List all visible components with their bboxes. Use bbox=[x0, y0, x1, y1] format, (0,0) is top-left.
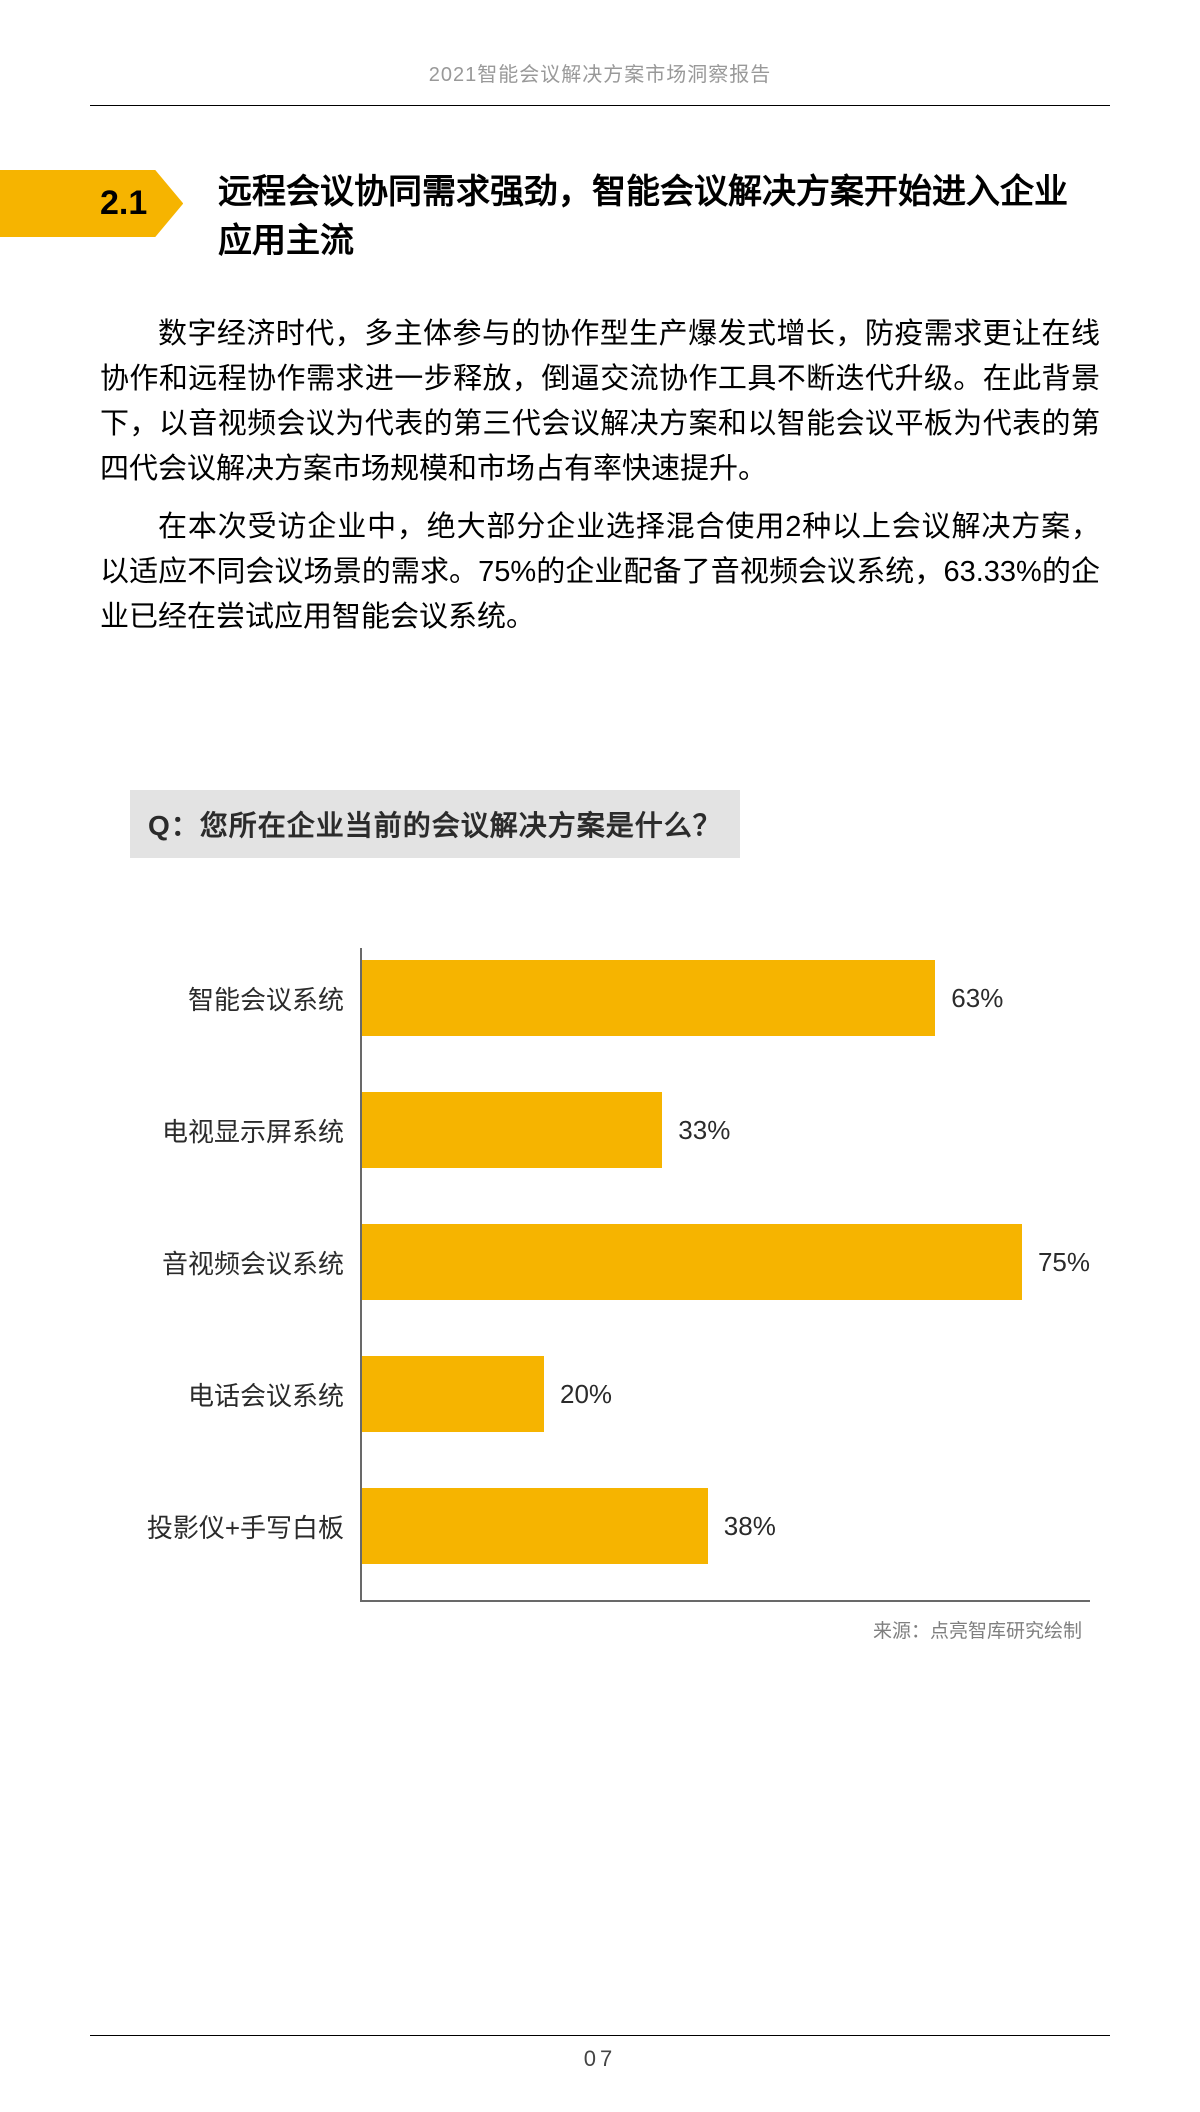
header-divider bbox=[90, 105, 1110, 106]
chart-bar bbox=[362, 1092, 662, 1168]
chart-bar-row: 75% bbox=[362, 1212, 1090, 1312]
chart-bar-value: 33% bbox=[678, 1115, 730, 1146]
chart-category-label: 电话会议系统 bbox=[130, 1344, 360, 1444]
chart-bar-value: 38% bbox=[724, 1511, 776, 1542]
chart-category-label: 投影仪+手写白板 bbox=[130, 1476, 360, 1576]
chart-question: Q：您所在企业当前的会议解决方案是什么？ bbox=[130, 790, 740, 858]
chart-bar bbox=[362, 960, 935, 1036]
chart-bar bbox=[362, 1224, 1022, 1300]
section-title: 远程会议协同需求强劲，智能会议解决方案开始进入企业应用主流 bbox=[218, 168, 1100, 267]
chart-bar-value: 63% bbox=[951, 983, 1003, 1014]
page-number: 07 bbox=[0, 2046, 1200, 2072]
chart-bars-area: 63% 33% 75% 20% 38% bbox=[360, 948, 1090, 1602]
section-number-tag: 2.1 bbox=[0, 170, 183, 237]
report-header: 2021智能会议解决方案市场洞察报告 bbox=[0, 0, 1200, 87]
footer-divider bbox=[90, 2035, 1110, 2036]
chart-bar-value: 20% bbox=[560, 1379, 612, 1410]
chart-category-label: 智能会议系统 bbox=[130, 948, 360, 1048]
chart-source: 来源：点亮智库研究绘制 bbox=[130, 1616, 1090, 1643]
chart-category-label: 电视显示屏系统 bbox=[130, 1080, 360, 1180]
paragraph-1: 数字经济时代，多主体参与的协作型生产爆发式增长，防疫需求更让在线协作和远程协作需… bbox=[100, 312, 1100, 492]
chart-bar-row: 38% bbox=[362, 1476, 1090, 1576]
solutions-bar-chart: Q：您所在企业当前的会议解决方案是什么？ 智能会议系统电视显示屏系统音视频会议系… bbox=[130, 790, 1090, 1643]
chart-category-label: 音视频会议系统 bbox=[130, 1212, 360, 1312]
chart-bar-row: 20% bbox=[362, 1344, 1090, 1444]
paragraph-2: 在本次受访企业中，绝大部分企业选择混合使用2种以上会议解决方案，以适应不同会议场… bbox=[100, 505, 1100, 640]
chart-bar bbox=[362, 1488, 708, 1564]
chart-bar-value: 75% bbox=[1038, 1247, 1090, 1278]
chart-bar-row: 63% bbox=[362, 948, 1090, 1048]
chart-bar bbox=[362, 1356, 544, 1432]
chart-category-labels: 智能会议系统电视显示屏系统音视频会议系统电话会议系统投影仪+手写白板 bbox=[130, 948, 360, 1602]
chart-bar-row: 33% bbox=[362, 1080, 1090, 1180]
